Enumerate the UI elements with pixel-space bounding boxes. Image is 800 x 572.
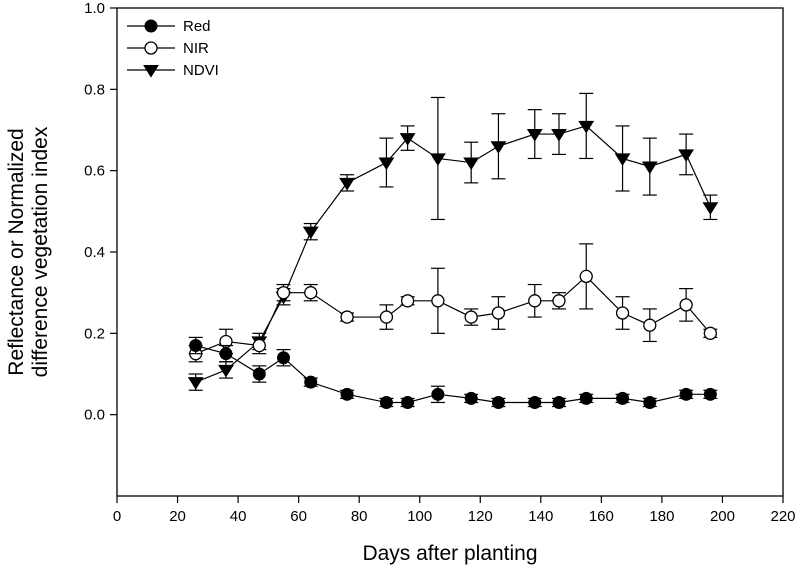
point-red-15 bbox=[643, 395, 657, 409]
legend-label: NIR bbox=[183, 40, 209, 57]
y-tick-label-1: 0.2 bbox=[84, 325, 105, 342]
point-nir-4 bbox=[304, 286, 318, 300]
point-red-10 bbox=[491, 395, 505, 409]
point-nir-5 bbox=[340, 310, 354, 324]
y-tick-label-3: 0.6 bbox=[84, 163, 105, 180]
y-tick-label-5: 1.0 bbox=[84, 0, 105, 17]
point-nir-14 bbox=[615, 306, 630, 320]
series-layer bbox=[187, 92, 719, 409]
point-red-1 bbox=[219, 347, 233, 361]
point-red-12 bbox=[552, 395, 566, 409]
x-tick-label-200: 200 bbox=[710, 508, 735, 525]
point-nir-3 bbox=[276, 286, 291, 300]
point-ndvi-5 bbox=[339, 177, 355, 191]
point-nir-15 bbox=[643, 318, 657, 332]
point-ndvi-10 bbox=[490, 141, 507, 154]
point-ndvi-7 bbox=[399, 133, 416, 146]
x-tick-label-100: 100 bbox=[407, 508, 432, 525]
series-nir bbox=[188, 243, 718, 363]
x-tick-label-80: 80 bbox=[351, 508, 368, 525]
point-red-9 bbox=[464, 391, 478, 405]
point-nir-6 bbox=[379, 310, 394, 324]
point-red-7 bbox=[401, 395, 415, 409]
point-red-5 bbox=[340, 387, 354, 401]
legend-marker bbox=[143, 64, 159, 78]
y-axis-title-line2: difference vegetation index bbox=[29, 126, 52, 377]
y-tick-label-4: 0.8 bbox=[84, 81, 105, 98]
point-ndvi-9 bbox=[463, 157, 480, 171]
x-tick-label-0: 0 bbox=[113, 508, 121, 525]
x-tick-label-140: 140 bbox=[528, 508, 553, 525]
point-ndvi-11 bbox=[526, 129, 543, 142]
x-tick-label-220: 220 bbox=[770, 508, 795, 525]
point-ndvi-4 bbox=[302, 226, 319, 240]
point-nir-11 bbox=[528, 294, 542, 308]
legend-label: Red bbox=[183, 18, 211, 35]
point-nir-10 bbox=[491, 306, 506, 320]
point-nir-2 bbox=[252, 338, 266, 353]
legend-label: NDVI bbox=[183, 62, 219, 79]
point-red-8 bbox=[431, 387, 445, 401]
x-tick-label-180: 180 bbox=[649, 508, 674, 525]
plot-frame bbox=[116, 7, 784, 497]
point-red-4 bbox=[304, 375, 318, 389]
y-axis-title-line1: Reflectance or Normalized bbox=[5, 128, 28, 375]
point-nir-9 bbox=[464, 310, 478, 324]
legend-marker bbox=[144, 19, 158, 33]
series-line-nir bbox=[195, 275, 711, 355]
point-nir-7 bbox=[400, 294, 415, 308]
point-nir-8 bbox=[431, 294, 445, 308]
legend-item-nir: NIR bbox=[127, 40, 209, 57]
point-ndvi-1 bbox=[218, 364, 234, 378]
point-nir-16 bbox=[679, 298, 693, 312]
point-red-6 bbox=[379, 395, 393, 409]
y-tick-label-0: 0.0 bbox=[84, 407, 105, 424]
point-red-14 bbox=[616, 391, 630, 405]
point-nir-13 bbox=[579, 269, 593, 284]
legend-item-ndvi: NDVI bbox=[127, 62, 219, 79]
point-ndvi-0 bbox=[187, 377, 204, 390]
x-tick-label-160: 160 bbox=[589, 508, 614, 525]
point-red-0 bbox=[189, 339, 203, 353]
y-tick-label-2: 0.4 bbox=[84, 244, 105, 261]
point-ndvi-8 bbox=[429, 153, 446, 167]
point-ndvi-17 bbox=[702, 202, 719, 215]
x-axis-title: Days after planting bbox=[362, 542, 537, 565]
point-red-3 bbox=[277, 351, 290, 365]
series-ndvi bbox=[187, 92, 719, 391]
point-red-17 bbox=[703, 387, 717, 401]
point-ndvi-13 bbox=[578, 120, 595, 134]
legend: Red NIR NDVI bbox=[127, 18, 219, 79]
series-line-ndvi bbox=[195, 125, 711, 383]
ticks: 0 20 40 60 80 100 120 140 160 180 200 220 0.0 0.2 0.4 0… bbox=[84, 0, 795, 525]
legend-item-red: Red bbox=[127, 18, 211, 35]
point-red-11 bbox=[528, 395, 542, 409]
point-red-2 bbox=[252, 367, 266, 381]
x-tick-label-40: 40 bbox=[230, 508, 247, 525]
x-tick-label-20: 20 bbox=[169, 508, 186, 525]
point-ndvi-14 bbox=[614, 153, 631, 167]
point-ndvi-12 bbox=[551, 129, 567, 142]
point-nir-12 bbox=[552, 294, 566, 308]
series-red bbox=[188, 336, 718, 409]
point-ndvi-6 bbox=[378, 157, 395, 171]
point-red-16 bbox=[679, 387, 693, 401]
x-tick-label-120: 120 bbox=[468, 508, 493, 525]
point-ndvi-15 bbox=[641, 161, 658, 175]
x-tick-label-60: 60 bbox=[290, 508, 307, 525]
point-red-13 bbox=[579, 391, 593, 405]
series-line-red bbox=[195, 344, 711, 404]
legend-marker bbox=[144, 41, 158, 55]
point-nir-17 bbox=[703, 326, 717, 340]
point-ndvi-16 bbox=[678, 149, 695, 162]
